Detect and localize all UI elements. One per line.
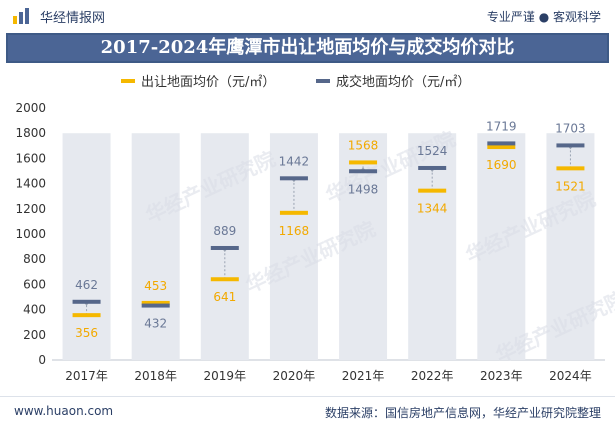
legend-label-deal: 成交地面均价（元/㎡） [336,74,470,90]
marker-deal [279,176,308,181]
background-band [477,133,526,360]
y-tick-label: 400 [23,303,46,317]
marker-deal [418,165,447,170]
top-bar: 华经情报网 专业严谨 ● 客观科学 [0,0,615,31]
data-label-offer: 1168 [279,224,310,238]
title-bar: 2017-2024年鹰潭市出让地面均价与成交均价对比 [6,33,609,63]
x-tick-label: 2021年 [342,369,385,383]
marker-offer [72,313,101,318]
legend-swatch-deal [316,79,330,83]
marker-offer [349,160,378,165]
marker-offer [487,145,516,150]
data-label-offer: 453 [144,279,167,293]
marker-deal [210,245,239,250]
data-label-deal: 889 [213,224,236,238]
x-tick-label: 2018年 [134,369,177,383]
x-tick-label: 2020年 [273,369,316,383]
marker-offer [210,277,239,282]
y-tick-label: 1800 [15,126,46,140]
data-label-deal: 462 [75,278,98,292]
y-tick-label: 1600 [15,151,46,165]
background-band [62,133,111,360]
data-label-offer: 1568 [348,138,379,152]
y-tick-label: 200 [23,328,46,342]
marker-deal [72,299,101,304]
x-tick-label: 2022年 [411,369,454,383]
marker-deal [487,141,516,146]
data-label-deal: 1442 [279,154,310,168]
brand-name: 华经情报网 [40,11,106,26]
footer-source: 数据来源：国信房地产信息网，华经产业研究院整理 [324,406,601,420]
y-tick-label: 1200 [15,202,46,216]
background-band [546,133,595,360]
marker-offer [279,210,308,215]
marker-deal [349,169,378,174]
slogan: 专业严谨 ● 客观科学 [486,10,601,24]
x-tick-label: 2017年 [65,369,108,383]
data-label-deal: 1703 [555,121,586,135]
marker-offer [141,300,170,305]
marker-offer [556,166,585,171]
chart-title: 2017-2024年鹰潭市出让地面均价与成交均价对比 [100,37,515,58]
marker-deal [141,303,170,308]
y-tick-label: 600 [23,277,46,291]
background-band [269,133,318,360]
data-label-offer: 356 [75,326,98,340]
data-label-deal: 1498 [348,182,379,196]
background-band [131,133,180,360]
data-label-offer: 1521 [555,179,586,193]
x-tick-label: 2019年 [204,369,247,383]
data-label-deal: 1524 [417,144,448,158]
data-label-offer: 1344 [417,202,448,216]
marker-deal [556,143,585,148]
data-label-offer: 641 [213,290,236,304]
y-tick-label: 1400 [15,177,46,191]
y-tick-label: 800 [23,252,46,266]
data-label-offer: 1690 [486,158,517,172]
brand-logo-icon [13,8,29,24]
marker-offer [418,188,447,193]
legend-label-offer: 出让地面均价（元/㎡） [141,75,275,90]
footer-website[interactable]: www.huaon.com [14,404,114,418]
y-tick-label: 2000 [15,101,46,115]
x-tick-label: 2023年 [480,369,523,383]
footer: www.huaon.com 数据来源：国信房地产信息网，华经产业研究院整理 [0,396,615,428]
y-tick-label: 0 [38,353,46,367]
x-tick-label: 2024年 [549,369,592,383]
data-label-deal: 1719 [486,119,517,133]
chart: 出让地面均价（元/㎡） 成交地面均价（元/㎡） 0 200 400 600 800 1000 1… [15,74,615,383]
data-label-deal: 432 [144,317,167,331]
y-tick-label: 1000 [15,227,46,241]
legend-swatch-offer [121,79,135,83]
